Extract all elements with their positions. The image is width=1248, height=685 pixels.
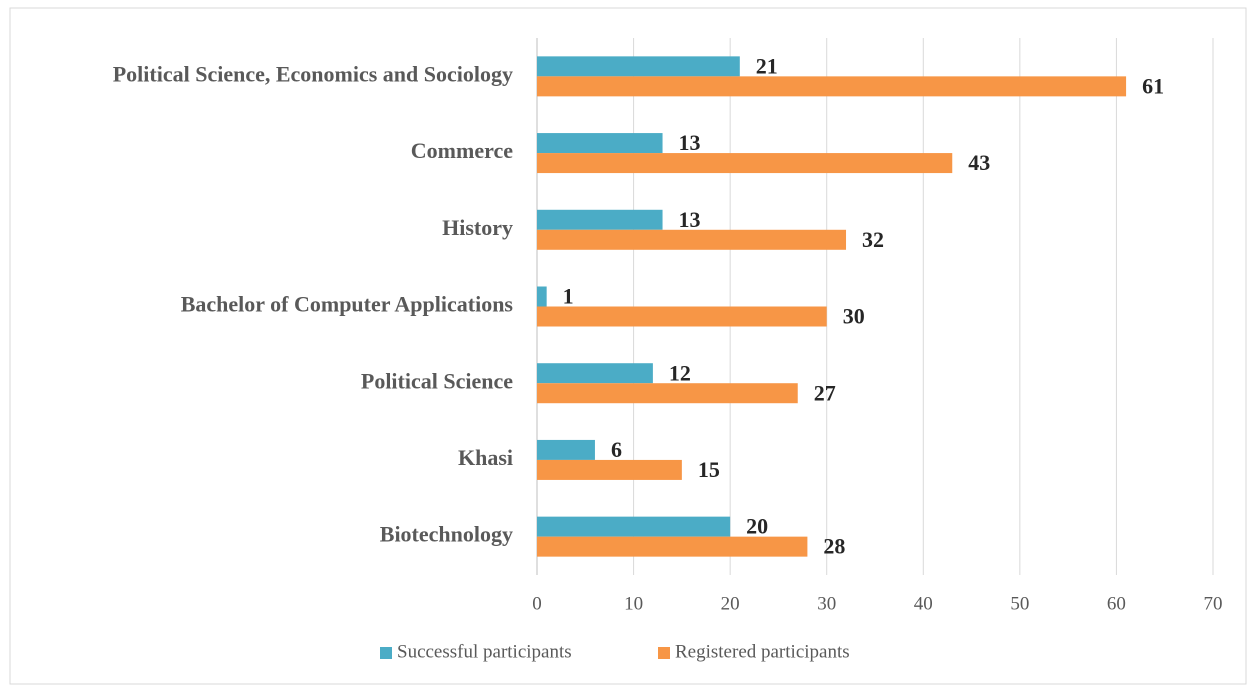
data-label: 21 (756, 53, 778, 78)
data-label: 13 (679, 207, 701, 232)
bar (537, 306, 827, 327)
bar (537, 383, 798, 404)
bar (537, 153, 953, 174)
data-label: 20 (746, 514, 768, 539)
data-label: 61 (1142, 73, 1164, 98)
data-label: 12 (669, 360, 691, 385)
legend-label: Registered participants (675, 641, 850, 662)
data-label: 15 (698, 457, 720, 482)
bar (537, 516, 731, 537)
bar (537, 229, 847, 250)
data-label: 13 (679, 130, 701, 155)
x-tick-label: 50 (1010, 593, 1029, 614)
y-tick-label: Political Science, Economics and Sociolo… (113, 61, 513, 86)
data-label: 27 (814, 380, 836, 405)
y-tick-label: History (442, 215, 513, 240)
bar (537, 286, 547, 307)
bar (537, 133, 663, 154)
data-label: 30 (843, 304, 865, 329)
data-label: 32 (862, 227, 884, 252)
y-tick-label: Commerce (411, 138, 513, 163)
x-tick-label: 60 (1107, 593, 1126, 614)
y-tick-label: Biotechnology (380, 522, 513, 547)
x-tick-label: 20 (721, 593, 740, 614)
data-label: 43 (968, 150, 990, 175)
x-tick-label: 10 (624, 593, 643, 614)
x-tick-label: 40 (914, 593, 933, 614)
bar (537, 459, 682, 480)
bar (537, 209, 663, 230)
y-tick-label: Khasi (458, 445, 513, 470)
bar (537, 536, 808, 557)
data-label: 1 (563, 284, 574, 309)
bar (537, 363, 653, 384)
bar (537, 56, 740, 77)
y-tick-label: Bachelor of Computer Applications (181, 292, 514, 317)
legend-swatch (658, 647, 670, 659)
x-tick-label: 30 (817, 593, 836, 614)
chart-frame (9, 7, 1247, 685)
bar (537, 439, 595, 460)
x-tick-label: 70 (1204, 593, 1223, 614)
x-tick-label: 0 (532, 593, 542, 614)
data-label: 28 (823, 534, 845, 559)
bar (537, 76, 1127, 97)
y-tick-label: Political Science (361, 368, 513, 393)
data-label: 6 (611, 437, 622, 462)
legend-swatch (380, 647, 392, 659)
legend-label: Successful participants (397, 641, 572, 662)
